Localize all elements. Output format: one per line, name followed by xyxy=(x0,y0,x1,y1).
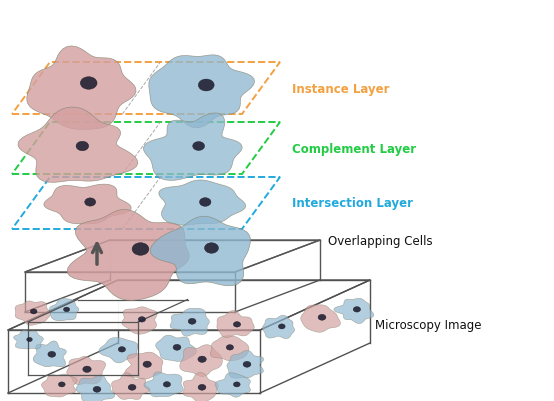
Ellipse shape xyxy=(188,318,196,324)
Polygon shape xyxy=(49,299,79,321)
Polygon shape xyxy=(149,56,255,128)
Ellipse shape xyxy=(198,80,214,92)
Polygon shape xyxy=(76,375,115,401)
Polygon shape xyxy=(66,356,106,385)
Polygon shape xyxy=(156,335,197,362)
Text: Overlapping Cells: Overlapping Cells xyxy=(328,235,433,248)
Ellipse shape xyxy=(353,307,361,312)
Polygon shape xyxy=(42,374,78,397)
Ellipse shape xyxy=(163,382,171,387)
Ellipse shape xyxy=(132,243,149,256)
Polygon shape xyxy=(215,373,250,397)
Ellipse shape xyxy=(173,344,181,350)
Polygon shape xyxy=(144,372,183,397)
Ellipse shape xyxy=(85,198,96,207)
Polygon shape xyxy=(111,373,150,399)
Ellipse shape xyxy=(198,356,206,363)
Ellipse shape xyxy=(204,243,218,253)
Polygon shape xyxy=(211,336,249,361)
Polygon shape xyxy=(14,331,43,349)
Polygon shape xyxy=(18,108,138,183)
Polygon shape xyxy=(15,301,50,326)
Ellipse shape xyxy=(198,385,206,390)
Polygon shape xyxy=(334,298,374,324)
Ellipse shape xyxy=(48,352,56,357)
Ellipse shape xyxy=(138,317,146,322)
Ellipse shape xyxy=(143,361,151,367)
Polygon shape xyxy=(33,341,66,367)
Ellipse shape xyxy=(30,309,37,314)
Ellipse shape xyxy=(64,308,70,312)
Polygon shape xyxy=(12,123,280,174)
Ellipse shape xyxy=(243,361,251,367)
Polygon shape xyxy=(263,316,295,339)
Polygon shape xyxy=(301,305,340,332)
Ellipse shape xyxy=(83,366,91,373)
Ellipse shape xyxy=(128,385,136,390)
Ellipse shape xyxy=(27,338,32,342)
Polygon shape xyxy=(143,113,242,181)
Polygon shape xyxy=(180,345,222,377)
Ellipse shape xyxy=(80,77,97,90)
Text: Intersection Layer: Intersection Layer xyxy=(292,197,413,210)
Polygon shape xyxy=(217,311,254,338)
Text: Microscopy Image: Microscopy Image xyxy=(375,319,481,332)
Ellipse shape xyxy=(76,142,89,151)
Text: Complement Layer: Complement Layer xyxy=(292,142,416,155)
Polygon shape xyxy=(67,210,189,301)
Ellipse shape xyxy=(233,322,240,327)
Polygon shape xyxy=(12,178,280,229)
Polygon shape xyxy=(170,308,209,336)
Polygon shape xyxy=(12,63,280,115)
Ellipse shape xyxy=(226,345,234,350)
Polygon shape xyxy=(8,280,370,330)
Ellipse shape xyxy=(118,347,126,352)
Polygon shape xyxy=(125,352,163,379)
Polygon shape xyxy=(183,373,218,401)
Polygon shape xyxy=(150,217,250,286)
Polygon shape xyxy=(25,241,320,272)
Ellipse shape xyxy=(58,382,65,387)
Polygon shape xyxy=(122,307,157,334)
Text: Instance Layer: Instance Layer xyxy=(292,82,389,95)
Polygon shape xyxy=(227,350,264,378)
Ellipse shape xyxy=(233,382,240,387)
Polygon shape xyxy=(44,185,131,224)
Ellipse shape xyxy=(279,324,285,329)
Ellipse shape xyxy=(199,198,211,207)
Ellipse shape xyxy=(193,142,204,151)
Polygon shape xyxy=(99,338,138,363)
Ellipse shape xyxy=(93,387,101,392)
Ellipse shape xyxy=(318,314,326,320)
Polygon shape xyxy=(27,47,136,130)
Polygon shape xyxy=(159,180,245,226)
